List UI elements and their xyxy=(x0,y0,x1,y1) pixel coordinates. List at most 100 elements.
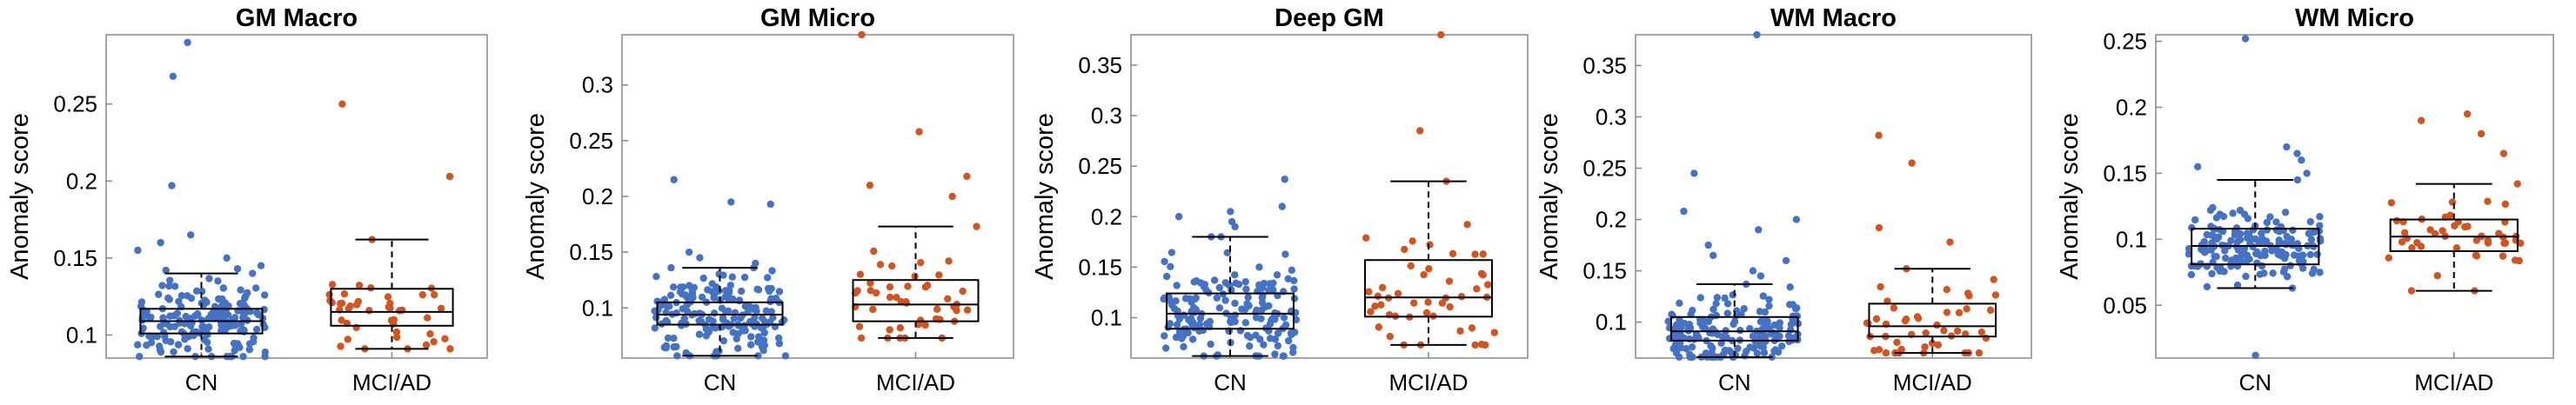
data-point xyxy=(1422,309,1431,317)
data-point xyxy=(858,30,866,39)
data-point xyxy=(2208,269,2216,278)
x-tick-label: MCI/AD xyxy=(1389,369,1469,395)
x-tick-label: CN xyxy=(704,369,737,395)
y-tick-label: 0.1 xyxy=(66,322,97,348)
data-point xyxy=(2279,268,2288,276)
data-point xyxy=(2417,116,2425,124)
data-point xyxy=(1671,341,1680,349)
data-point xyxy=(422,341,431,349)
data-point xyxy=(1288,330,1295,339)
y-tick-label: 0.1 xyxy=(1596,309,1627,335)
data-point xyxy=(245,346,254,354)
data-point xyxy=(1449,249,1457,258)
data-point xyxy=(166,276,174,284)
data-point xyxy=(1227,318,1235,327)
data-point xyxy=(1723,309,1732,317)
data-point xyxy=(215,295,223,303)
data-point xyxy=(223,254,231,262)
data-point xyxy=(751,313,759,322)
data-point xyxy=(1284,275,1292,282)
data-point xyxy=(1712,300,1720,308)
data-point xyxy=(214,277,222,285)
data-point xyxy=(1721,294,1729,302)
data-point xyxy=(2241,35,2250,43)
data-point xyxy=(696,309,704,317)
data-point xyxy=(1188,335,1197,343)
data-point xyxy=(2501,239,2510,247)
data-point xyxy=(1953,327,1962,335)
data-point xyxy=(1864,319,1872,328)
data-point xyxy=(1736,327,1744,335)
data-point xyxy=(175,297,183,306)
x-tick-label: MCI/AD xyxy=(876,369,955,395)
data-point xyxy=(2433,272,2441,280)
y-tick-label: 0.2 xyxy=(66,168,97,194)
data-point xyxy=(2275,236,2283,244)
data-point xyxy=(1943,285,1951,294)
data-point xyxy=(763,274,772,282)
y-tick-label: 0.35 xyxy=(1582,52,1627,78)
data-point xyxy=(688,287,696,295)
data-point xyxy=(1471,341,1479,349)
data-point xyxy=(2477,129,2486,138)
data-point xyxy=(1675,353,1683,362)
y-tick-label: 0.15 xyxy=(53,245,97,271)
x-tick-label: MCI/AD xyxy=(1893,369,1972,395)
data-point xyxy=(2316,213,2324,221)
data-point xyxy=(746,333,755,341)
data-point xyxy=(1934,341,1942,349)
data-point xyxy=(1244,293,1252,302)
y-tick-label: 0.25 xyxy=(569,128,613,154)
data-point xyxy=(737,287,746,295)
data-point xyxy=(1202,286,1210,294)
y-tick-label: 0.15 xyxy=(1078,254,1122,280)
y-tick-label: 0.15 xyxy=(1582,258,1627,284)
data-point xyxy=(171,282,179,290)
data-point xyxy=(1365,288,1373,295)
data-point xyxy=(2251,235,2259,243)
data-point xyxy=(754,352,762,360)
data-point xyxy=(2258,237,2267,245)
y-tick-label: 0.1 xyxy=(1091,305,1122,331)
data-point xyxy=(168,182,176,189)
data-point xyxy=(2287,236,2296,243)
data-point xyxy=(1290,276,1298,285)
data-point xyxy=(1188,298,1195,306)
data-point xyxy=(2316,269,2324,276)
data-point xyxy=(1161,257,1168,266)
data-point xyxy=(166,312,174,320)
data-point xyxy=(261,291,269,299)
data-point xyxy=(2274,248,2282,256)
data-point xyxy=(1473,285,1481,293)
data-point xyxy=(704,286,712,294)
data-point xyxy=(1902,315,1910,323)
iqr-box xyxy=(330,288,454,327)
data-point xyxy=(662,344,670,352)
data-point xyxy=(2407,287,2416,295)
data-point xyxy=(1231,299,1239,308)
data-point xyxy=(1255,263,1263,271)
data-point xyxy=(1943,309,1951,316)
data-point xyxy=(1782,256,1790,265)
data-point xyxy=(170,348,177,356)
data-point xyxy=(1261,302,1270,311)
data-point xyxy=(2227,236,2235,245)
data-point xyxy=(141,311,150,319)
data-point xyxy=(2229,209,2237,217)
data-point xyxy=(1955,309,1964,316)
data-point xyxy=(1409,299,1418,307)
data-point xyxy=(1394,289,1402,297)
data-point xyxy=(233,265,242,273)
data-point xyxy=(944,295,952,303)
data-point xyxy=(1790,318,1797,326)
y-tick-label: 0.25 xyxy=(1582,156,1627,182)
data-point xyxy=(2426,226,2434,234)
data-point xyxy=(698,293,706,302)
data-point xyxy=(2513,180,2521,188)
data-point xyxy=(1456,327,1464,335)
data-point xyxy=(1268,315,1276,323)
data-point xyxy=(1281,250,1289,258)
data-point xyxy=(2283,143,2291,151)
data-point xyxy=(2240,210,2249,218)
data-point xyxy=(346,302,354,310)
